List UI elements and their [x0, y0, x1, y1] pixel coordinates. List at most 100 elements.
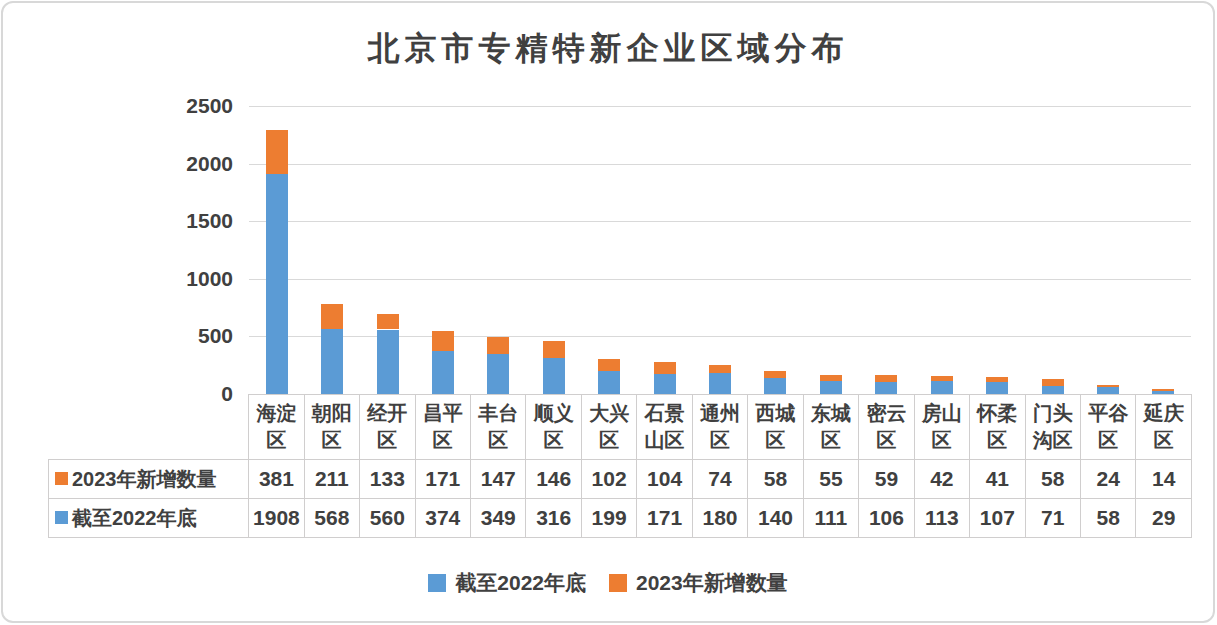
bar-segment [820, 381, 842, 394]
legend-label-2022: 截至2022年底 [455, 569, 586, 597]
bar-segment [875, 375, 897, 382]
table-value-cell: 71 [1025, 499, 1080, 538]
table-value-cell: 316 [526, 499, 581, 538]
y-tick-label: 500 [143, 323, 233, 349]
category-cell: 门头沟区 [1025, 395, 1080, 460]
table-corner-blank [49, 395, 249, 460]
bar-segment [1097, 387, 1119, 394]
table-value-cell: 381 [249, 460, 304, 499]
table-value-cell: 59 [859, 460, 914, 499]
table-value-cell: 147 [471, 460, 526, 499]
category-cell: 顺义区 [526, 395, 581, 460]
bar-segment [764, 371, 786, 378]
bar-segment [709, 365, 731, 374]
chart-frame: 北京市专精特新企业区域分布 05001000150020002500 海淀区朝阳… [1, 1, 1215, 623]
bar-segment [432, 351, 454, 394]
bar-segment [266, 130, 288, 174]
table-value-cell: 106 [859, 499, 914, 538]
category-cell: 海淀区 [249, 395, 304, 460]
table-value-cell: 171 [415, 460, 470, 499]
legend: 截至2022年底 2023年新增数量 [3, 569, 1213, 597]
table-value-cell: 113 [914, 499, 969, 538]
bar-segment [654, 374, 676, 394]
category-cell: 东城区 [803, 395, 858, 460]
table-value-cell: 180 [692, 499, 747, 538]
category-cell: 西城区 [748, 395, 803, 460]
bar-segment [986, 382, 1008, 394]
bar-segment [543, 341, 565, 358]
gridline [249, 221, 1191, 222]
bar-segment [764, 378, 786, 394]
bar-segment [432, 331, 454, 351]
table-value-cell: 58 [748, 460, 803, 499]
bar-segment [321, 304, 343, 328]
category-cell: 平谷区 [1080, 395, 1135, 460]
table-value-cell: 14 [1136, 460, 1192, 499]
chart-title: 北京市专精特新企业区域分布 [3, 27, 1213, 71]
bar-segment [321, 329, 343, 394]
table-value-cell: 568 [304, 499, 359, 538]
data-table: 海淀区朝阳区经开区昌平区丰台区顺义区大兴区石景山区通州区西城区东城区密云区房山区… [48, 394, 1192, 538]
table-value-cell: 58 [1025, 460, 1080, 499]
table-value-cell: 29 [1136, 499, 1192, 538]
bar-segment [598, 371, 620, 394]
category-cell: 昌平区 [415, 395, 470, 460]
bar-segment [931, 381, 953, 394]
category-cell: 石景山区 [637, 395, 692, 460]
table-value-cell: 42 [914, 460, 969, 499]
bar-segment [1152, 389, 1174, 391]
y-tick-label: 2000 [143, 151, 233, 177]
y-tick-label: 2500 [143, 93, 233, 119]
bar-segment [266, 174, 288, 394]
y-tick-label: 1000 [143, 266, 233, 292]
category-cell: 通州区 [692, 395, 747, 460]
table-value-cell: 24 [1080, 460, 1135, 499]
category-cell: 房山区 [914, 395, 969, 460]
legend-swatch-2022-icon [428, 574, 446, 592]
table-value-cell: 199 [581, 499, 636, 538]
category-cell: 朝阳区 [304, 395, 359, 460]
bar-segment [931, 376, 953, 381]
category-cell: 延庆区 [1136, 395, 1192, 460]
table-value-cell: 58 [1080, 499, 1135, 538]
bar-segment [1042, 386, 1064, 394]
table-row-label: 截至2022年底 [49, 499, 249, 538]
table-value-cell: 1908 [249, 499, 304, 538]
table-value-cell: 140 [748, 499, 803, 538]
category-cell: 丰台区 [471, 395, 526, 460]
category-cell: 怀柔区 [970, 395, 1025, 460]
table-value-cell: 102 [581, 460, 636, 499]
bar-segment [1097, 385, 1119, 388]
bar-segment [487, 337, 509, 354]
table-value-cell: 41 [970, 460, 1025, 499]
bar-segment [986, 377, 1008, 382]
table-value-cell: 104 [637, 460, 692, 499]
legend-swatch-2023-icon [609, 574, 627, 592]
table-value-cell: 133 [360, 460, 415, 499]
bar-segment [377, 314, 399, 329]
bar-segment [377, 330, 399, 395]
legend-label-2023: 2023年新增数量 [636, 569, 788, 597]
table-value-cell: 55 [803, 460, 858, 499]
bar-segment [709, 373, 731, 394]
category-cell: 密云区 [859, 395, 914, 460]
table-value-cell: 349 [471, 499, 526, 538]
table-value-cell: 211 [304, 460, 359, 499]
gridline [249, 279, 1191, 280]
bar-segment [875, 382, 897, 394]
table-value-cell: 111 [803, 499, 858, 538]
gridline [249, 164, 1191, 165]
table-row-label: 2023年新增数量 [49, 460, 249, 499]
bar-segment [598, 359, 620, 371]
series-marker-icon [55, 472, 68, 485]
y-tick-label: 1500 [143, 208, 233, 234]
table-value-cell: 171 [637, 499, 692, 538]
table-value-cell: 374 [415, 499, 470, 538]
bar-segment [820, 375, 842, 381]
table-value-cell: 107 [970, 499, 1025, 538]
category-cell: 大兴区 [581, 395, 636, 460]
gridline [249, 106, 1191, 107]
table-value-cell: 146 [526, 460, 581, 499]
bar-segment [654, 362, 676, 374]
bar-segment [543, 358, 565, 394]
